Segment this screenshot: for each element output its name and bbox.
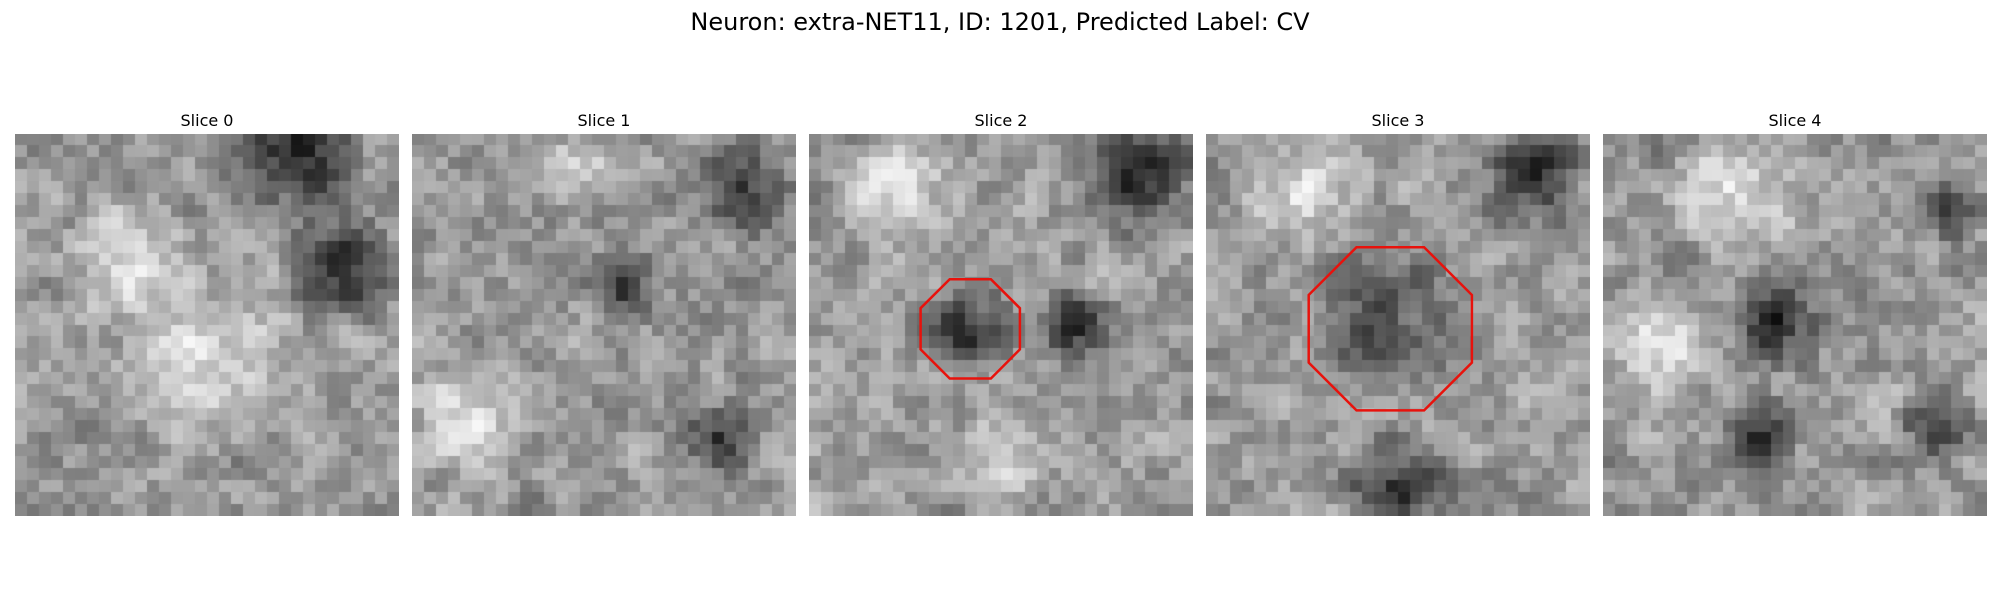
slice-title: Slice 0 bbox=[180, 111, 234, 130]
slice-image bbox=[1603, 134, 1987, 516]
slice-image bbox=[1206, 134, 1590, 516]
slice-panel-3: Slice 3 bbox=[1206, 109, 1590, 516]
slice-title: Slice 1 bbox=[577, 111, 631, 130]
slice-image bbox=[15, 134, 399, 516]
slice-panel-4: Slice 4 bbox=[1603, 109, 1987, 516]
slice-panel-0: Slice 0 bbox=[15, 109, 399, 516]
slice-title: Slice 2 bbox=[974, 111, 1028, 130]
slice-panel-2: Slice 2 bbox=[809, 109, 1193, 516]
slice-image bbox=[412, 134, 796, 516]
slice-title: Slice 4 bbox=[1768, 111, 1822, 130]
slice-title: Slice 3 bbox=[1371, 111, 1425, 130]
slice-panel-1: Slice 1 bbox=[412, 109, 796, 516]
figure-title: Neuron: extra-NET11, ID: 1201, Predicted… bbox=[690, 8, 1310, 36]
slice-image bbox=[809, 134, 1193, 516]
